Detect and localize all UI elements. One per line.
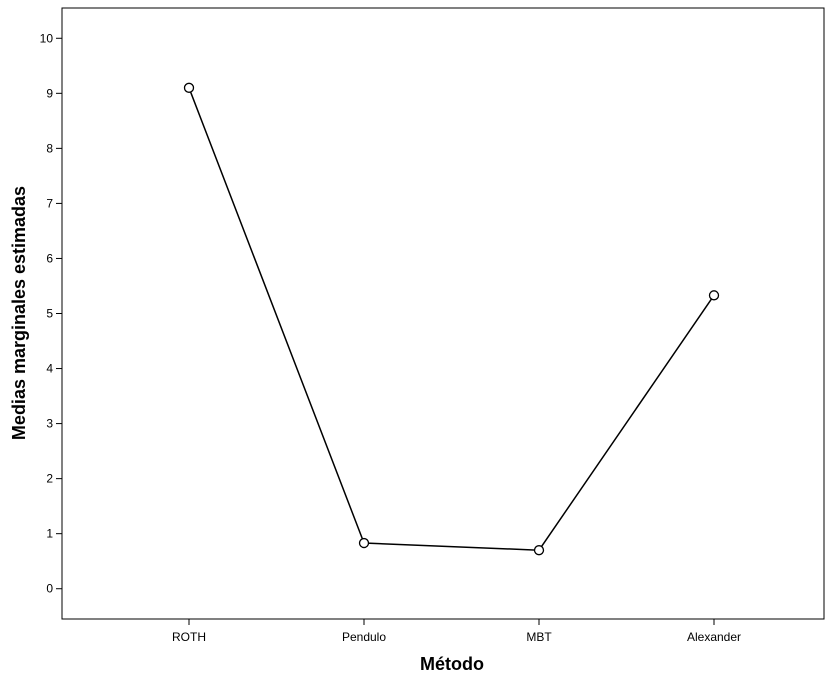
y-tick-label: 8 xyxy=(46,141,53,155)
y-tick-label: 0 xyxy=(46,582,53,596)
x-tick-label: Alexander xyxy=(687,630,741,644)
x-axis: ROTH Pendulo MBT Alexander xyxy=(172,619,741,644)
data-point-marker xyxy=(358,537,370,549)
y-tick-label: 7 xyxy=(46,196,53,210)
x-tick-label: ROTH xyxy=(172,630,206,644)
y-axis: 0 1 2 3 4 5 6 7 8 9 10 xyxy=(40,31,62,596)
y-tick-label: 10 xyxy=(40,31,54,45)
series-group xyxy=(183,82,720,556)
plot-frame xyxy=(61,7,825,620)
series-line xyxy=(188,87,715,551)
x-tick-label: MBT xyxy=(526,630,552,644)
y-tick-label: 5 xyxy=(46,307,53,321)
data-point-marker xyxy=(708,290,720,301)
y-tick-label: 6 xyxy=(46,251,53,265)
x-tick-label: Pendulo xyxy=(342,630,386,644)
y-tick-label: 9 xyxy=(46,86,53,100)
y-tick-label: 4 xyxy=(46,362,53,376)
y-axis-title: Medias marginales estimadas xyxy=(9,186,29,440)
data-point-marker xyxy=(533,545,545,556)
y-tick-label: 2 xyxy=(46,472,53,486)
data-point-marker xyxy=(183,82,195,93)
y-tick-label: 1 xyxy=(46,527,53,541)
x-axis-title: Método xyxy=(420,654,484,674)
y-tick-label: 3 xyxy=(46,417,53,431)
